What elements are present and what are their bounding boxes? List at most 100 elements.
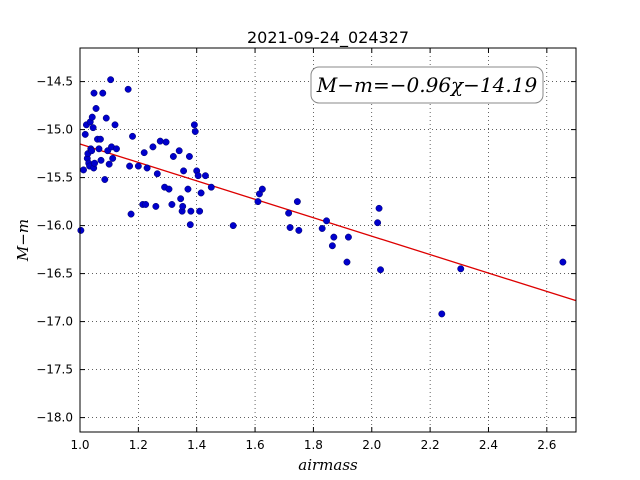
data-point	[88, 113, 96, 121]
data-point	[168, 201, 176, 208]
data-point	[258, 185, 266, 193]
data-point	[89, 124, 97, 132]
y-tick-label: −17.0	[36, 315, 73, 329]
data-point	[162, 138, 170, 146]
chart-title: 2021-09-24_024327	[247, 28, 409, 48]
data-point	[207, 183, 215, 191]
plot-area	[80, 48, 576, 432]
data-point	[169, 153, 177, 160]
data-point	[101, 176, 109, 183]
data-point	[328, 242, 336, 250]
x-axis-label: airmass	[298, 456, 358, 474]
data-point	[124, 85, 132, 93]
x-tick-label: 2.0	[362, 438, 381, 452]
data-point	[186, 221, 194, 229]
y-tick-label: −17.5	[36, 363, 73, 377]
data-point	[374, 219, 382, 227]
grid	[79, 48, 576, 432]
data-point	[293, 198, 301, 206]
data-point	[187, 207, 195, 215]
data-point	[80, 166, 87, 174]
data-point	[99, 89, 107, 97]
data-point	[457, 265, 465, 273]
data-point	[129, 132, 136, 140]
x-tick-label: 1.8	[304, 438, 323, 452]
data-point	[140, 149, 148, 157]
data-point	[196, 207, 204, 215]
data-point	[111, 121, 119, 129]
x-tick-label: 1.4	[187, 438, 206, 452]
data-point	[286, 224, 294, 231]
x-tick-label: 1.0	[70, 438, 89, 452]
data-point	[190, 121, 198, 129]
plot-frame	[79, 47, 577, 433]
x-tick-label: 2.4	[479, 438, 498, 452]
data-point	[343, 258, 351, 266]
data-point	[285, 209, 293, 217]
x-tick-label: 2.6	[537, 438, 556, 452]
data-point	[344, 233, 352, 241]
data-point	[559, 258, 567, 266]
data-point	[142, 201, 150, 208]
data-point	[165, 185, 173, 193]
data-point	[96, 135, 104, 143]
y-tick-label: −16.0	[36, 219, 73, 233]
data-point	[323, 217, 330, 225]
data-point	[254, 198, 262, 206]
y-tick-label: −16.5	[36, 267, 73, 281]
data-point	[438, 310, 446, 318]
x-tick-label: 1.6	[246, 438, 265, 452]
x-tick-label: 1.2	[129, 438, 148, 452]
data-point	[229, 222, 237, 230]
data-point	[377, 266, 384, 274]
data-point	[149, 143, 157, 151]
data-point	[184, 185, 192, 193]
y-tick-label: −18.0	[36, 411, 73, 425]
x-tick-label: 2.2	[421, 438, 440, 452]
y-tick-labels: −14.5 −15.0 −15.5 −16.0 −16.5 −17.0 −17.5 −18.0	[36, 75, 73, 425]
data-point	[97, 156, 105, 164]
data-point	[194, 172, 202, 180]
data-point	[113, 145, 120, 153]
data-point	[134, 162, 142, 170]
data-point	[295, 226, 303, 234]
y-axis-label: M−m	[14, 219, 32, 262]
data-point	[330, 233, 338, 241]
axis-ticks	[79, 48, 576, 432]
data-point	[152, 202, 160, 210]
data-point	[109, 154, 117, 162]
data-point	[95, 145, 103, 153]
data-point	[156, 137, 164, 145]
data-point	[126, 162, 134, 170]
data-point	[92, 105, 100, 112]
data-point	[375, 204, 383, 212]
data-point	[127, 210, 135, 218]
y-tick-label: −15.5	[36, 171, 73, 185]
data-point	[143, 164, 151, 172]
data-point	[177, 195, 185, 203]
data-point	[202, 172, 209, 180]
data-point	[81, 130, 89, 138]
y-tick-label: −14.5	[36, 75, 73, 89]
data-point	[180, 167, 188, 175]
data-points	[77, 76, 567, 318]
data-point	[197, 189, 205, 197]
data-point	[90, 89, 98, 97]
data-point	[318, 225, 326, 232]
y-tick-label: −15.0	[36, 123, 73, 137]
annotation-text: M−m=−0.96χ−14.19	[316, 73, 538, 97]
data-point	[88, 147, 96, 155]
data-point	[107, 76, 115, 84]
data-point	[102, 114, 110, 122]
data-point	[175, 147, 183, 155]
data-point	[91, 159, 99, 167]
x-tick-labels: 1.0 1.2 1.4 1.6 1.8 2.0 2.2 2.4 2.6	[70, 438, 556, 452]
data-point	[105, 160, 113, 168]
data-point	[185, 153, 193, 160]
data-point	[191, 128, 199, 135]
fit-annotation: M−m=−0.96χ−14.19	[310, 66, 544, 104]
annotation-box	[310, 66, 544, 104]
data-point	[153, 170, 161, 178]
data-point	[179, 202, 187, 210]
